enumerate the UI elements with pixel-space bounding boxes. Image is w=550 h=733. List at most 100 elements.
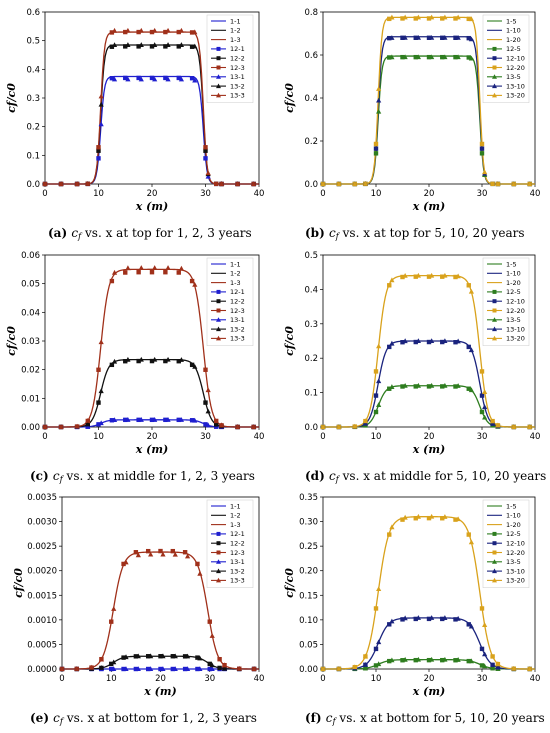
marker-triangle-13-10 xyxy=(455,338,461,344)
marker-triangle-13-3 xyxy=(85,417,91,423)
legend-box xyxy=(206,14,254,103)
marker-square-12-3 xyxy=(149,29,155,35)
legend-entry: 13-5 xyxy=(506,73,521,81)
marker-triangle-13-10 xyxy=(415,35,421,40)
legend-entry: 1-3 xyxy=(230,36,241,44)
marker-square-12-3 xyxy=(145,548,151,554)
marker-square-12-2 xyxy=(96,400,101,405)
marker-triangle-13-20 xyxy=(389,277,395,283)
marker-triangle-13-20 xyxy=(468,16,474,22)
marker-triangle-13-3 xyxy=(165,27,171,33)
x-tick-label: 30 xyxy=(477,189,488,199)
marker-triangle-13-10 xyxy=(455,615,461,621)
marker-square-12-5 xyxy=(400,54,405,60)
y-tick-label: 0.0000 xyxy=(27,665,57,675)
marker-square-12-1 xyxy=(207,666,212,672)
marker-triangle-13-1 xyxy=(111,76,118,82)
legend-swatch-triangle xyxy=(216,568,221,574)
marker-triangle-13-1 xyxy=(135,666,141,671)
legend-swatch-square xyxy=(492,289,497,294)
legend-entry: 1-2 xyxy=(230,270,241,278)
x-tick-label: 0 xyxy=(320,189,325,199)
marker-square-12-20 xyxy=(453,274,458,280)
marker-triangle-13-10 xyxy=(362,420,368,426)
marker-square-12-1 xyxy=(136,417,141,423)
legend-entry: 1-2 xyxy=(230,512,241,520)
legend-swatch-triangle xyxy=(216,83,221,89)
marker-triangle-13-2 xyxy=(135,653,141,659)
marker-square-12-10 xyxy=(387,344,392,350)
marker-square-12-20 xyxy=(400,16,405,21)
marker-triangle-13-10 xyxy=(442,35,448,40)
x-axis-label: x (m) xyxy=(412,443,445,456)
marker-triangle-13-10 xyxy=(429,35,435,40)
marker-triangle-13-2 xyxy=(178,42,185,47)
marker-square-12-10 xyxy=(426,616,432,622)
marker-square-12-5 xyxy=(466,386,471,391)
marker-triangle-13-3 xyxy=(98,656,104,662)
marker-triangle-13-3 xyxy=(125,265,131,271)
y-tick-label: 0.05 xyxy=(21,280,40,290)
y-tick-label: 0.2 xyxy=(26,123,40,133)
panel-caption: (c) cf vs. x at middle for 1, 2, 3 years xyxy=(30,469,255,485)
marker-triangle-13-10 xyxy=(482,651,488,657)
marker-triangle-13-2 xyxy=(192,363,198,369)
marker-triangle-13-5 xyxy=(455,54,461,60)
marker-square-12-5 xyxy=(387,55,392,60)
y-tick-label: 0.0005 xyxy=(27,640,57,650)
legend-swatch-square xyxy=(216,65,221,70)
marker-square-12-1 xyxy=(145,666,151,672)
marker-triangle-13-2 xyxy=(165,356,171,362)
marker-square-12-2 xyxy=(170,654,176,659)
marker-square-12-20 xyxy=(426,274,432,279)
marker-square-12-3 xyxy=(133,550,139,555)
legend-entry: 1-5 xyxy=(506,17,517,25)
legend-box xyxy=(482,14,530,103)
marker-triangle-13-5 xyxy=(429,54,435,60)
marker-square-12-2 xyxy=(123,44,128,49)
marker-square-12-2 xyxy=(149,44,155,49)
marker-square-12-10 xyxy=(453,35,458,41)
marker-triangle-13-1 xyxy=(138,76,144,82)
y-axis-label: cf/c0 xyxy=(5,83,18,113)
marker-square-12-20 xyxy=(466,532,471,537)
marker-triangle-13-3 xyxy=(172,551,178,557)
marker-square-12-3 xyxy=(123,270,128,275)
y-tick-label: 0.6 xyxy=(304,51,318,61)
legend-entry: 13-10 xyxy=(506,567,525,575)
marker-triangle-13-1 xyxy=(152,76,158,82)
marker-triangle-13-5 xyxy=(376,402,382,407)
marker-square-12-1 xyxy=(170,666,176,672)
y-tick-label: 0.20 xyxy=(299,567,318,577)
marker-square-12-20 xyxy=(453,16,458,21)
marker-square-12-2 xyxy=(145,654,151,659)
legend-entry: 12-2 xyxy=(230,540,245,548)
marker-square-12-20 xyxy=(426,16,432,21)
legend-entry: 13-2 xyxy=(230,325,245,333)
legend-entry: 12-10 xyxy=(506,298,525,306)
legend-swatch-square xyxy=(216,531,221,536)
marker-square-12-20 xyxy=(440,16,445,21)
marker-square-12-3 xyxy=(214,418,219,424)
marker-triangle-13-20 xyxy=(511,424,517,429)
marker-triangle-13-10 xyxy=(402,35,408,40)
marker-square-12-1 xyxy=(121,666,126,672)
marker-triangle-13-2 xyxy=(98,388,104,394)
legend-entry: 13-1 xyxy=(230,558,245,566)
marker-square-12-5 xyxy=(466,55,471,60)
chart-panel-b: 0 10 20 30 40 0.0 0.2 0.4 0.6 0.8 x (m) cf/c0 1-5 1-1… xyxy=(283,8,540,242)
marker-square-12-10 xyxy=(413,339,418,345)
marker-triangle-13-2 xyxy=(148,653,154,659)
legend-swatch-square xyxy=(492,550,497,555)
y-tick-label: 0.0015 xyxy=(27,591,57,601)
marker-triangle-13-20 xyxy=(468,288,474,294)
legend-swatch-triangle xyxy=(492,92,497,98)
legend-entry: 12-20 xyxy=(506,307,525,315)
y-axis-label: cf/c0 xyxy=(283,326,296,356)
marker-triangle-13-3 xyxy=(138,265,144,270)
x-tick-label: 0 xyxy=(320,674,325,684)
y-tick-label: 0.3 xyxy=(304,320,318,330)
legend-swatch-triangle xyxy=(216,335,221,341)
marker-square-12-5 xyxy=(426,384,432,389)
marker-triangle-13-10 xyxy=(455,35,461,40)
